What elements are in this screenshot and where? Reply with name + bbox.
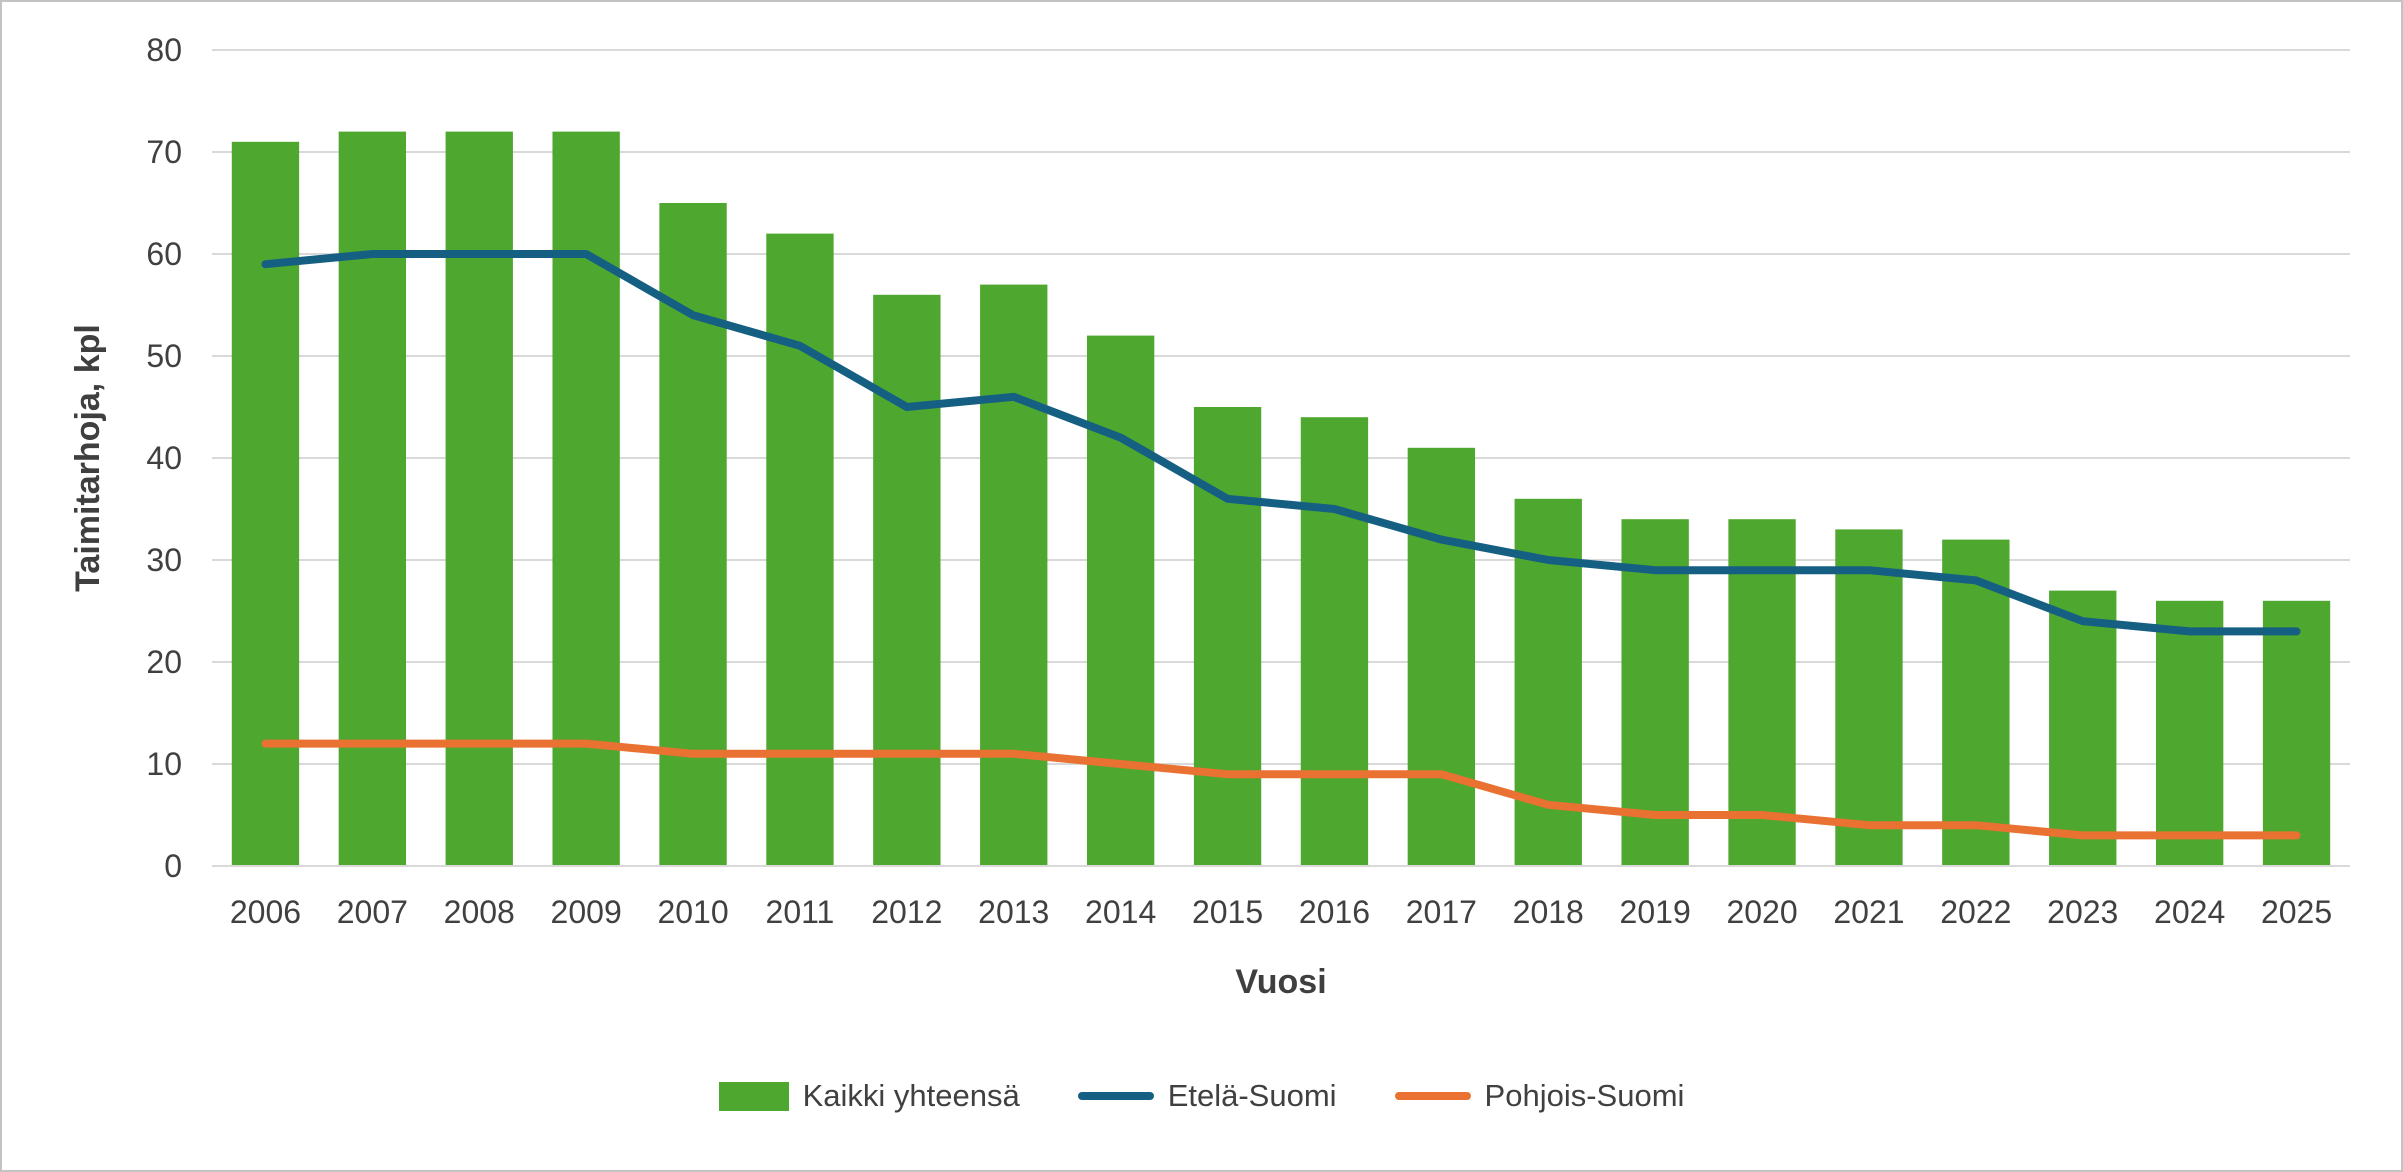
bar-2024 <box>2155 600 2224 866</box>
y-tick-label: 30 <box>146 542 182 578</box>
legend-item: Etelä-Suomi <box>1077 1078 1337 1114</box>
legend-item: Pohjois-Suomi <box>1394 1078 1685 1114</box>
legend-label: Etelä-Suomi <box>1167 1078 1337 1113</box>
x-tick-label: 2006 <box>230 894 301 930</box>
bar-2015 <box>1193 407 1262 866</box>
y-tick-label: 40 <box>146 440 182 476</box>
bar-2007 <box>338 131 407 867</box>
x-tick-label: 2007 <box>337 894 408 930</box>
y-tick-label: 0 <box>164 848 182 884</box>
x-tick-label: 2009 <box>551 894 622 930</box>
x-tick-label: 2020 <box>1726 894 1797 930</box>
y-tick-label: 10 <box>146 746 182 782</box>
line-series <box>261 250 2301 636</box>
x-tick-label: 2024 <box>2154 894 2225 930</box>
x-tick-label: 2025 <box>2261 894 2332 930</box>
y-axis-title: Taimitarhoja, kpl <box>69 324 107 592</box>
y-tick-label: 50 <box>146 338 182 374</box>
bar-2008 <box>445 131 513 867</box>
bar-2016 <box>1300 417 1369 866</box>
bar-2017 <box>1407 447 1476 866</box>
y-tick-label: 80 <box>146 32 182 68</box>
x-tick-label: 2008 <box>444 894 515 930</box>
x-tick-label: 2016 <box>1299 894 1370 930</box>
x-tick-label: 2013 <box>978 894 1049 930</box>
x-tick-label: 2022 <box>1940 894 2011 930</box>
legend-label: Pohjois-Suomi <box>1484 1078 1685 1113</box>
bar-series-layer <box>231 131 2331 867</box>
x-tick-label: 2021 <box>1833 894 1904 930</box>
x-tick-label: 2010 <box>657 894 728 930</box>
bar-2009 <box>552 131 620 867</box>
bar-2011 <box>766 233 834 867</box>
y-tick-label: 20 <box>146 644 182 680</box>
legend: Kaikki yhteensä Etelä-Suomi Pohjois-Suomi <box>2 1078 2401 1114</box>
tick-label-layer: 0 10 20 30 40 50 60 70 80 2006 2007 2008 2009 2010 201… <box>146 32 2332 930</box>
x-tick-label: 2015 <box>1192 894 1263 930</box>
x-tick-label: 2019 <box>1620 894 1691 930</box>
legend-label: Kaikki yhteensä <box>802 1078 1020 1113</box>
bar-2021 <box>1835 529 1903 866</box>
y-tick-label: 70 <box>146 134 182 170</box>
legend-bar-swatch <box>718 1081 789 1111</box>
bar-2006 <box>231 141 300 867</box>
line-series <box>261 739 2301 840</box>
bar-2014 <box>1086 335 1155 867</box>
x-tick-label: 2014 <box>1085 894 1156 930</box>
x-tick-label: 2012 <box>871 894 942 930</box>
x-tick-label: 2023 <box>2047 894 2118 930</box>
x-tick-label: 2017 <box>1406 894 1477 930</box>
bar-2023 <box>2049 590 2117 866</box>
y-tick-label: 60 <box>146 236 182 272</box>
x-axis-title: Vuosi <box>1235 963 1326 1001</box>
line-series-layer <box>261 250 2301 840</box>
x-tick-label: 2018 <box>1513 894 1584 930</box>
bar-2025 <box>2262 600 2331 866</box>
bar-2013 <box>980 284 1048 867</box>
bar-2019 <box>1621 519 1689 866</box>
legend-item: Kaikki yhteensä <box>718 1078 1020 1114</box>
legend-line-swatch <box>1394 1092 1471 1100</box>
legend-line-swatch <box>1077 1092 1154 1100</box>
bar-2022 <box>1942 539 2010 866</box>
x-tick-label: 2011 <box>766 894 835 930</box>
bar-2020 <box>1728 519 1796 866</box>
chart-canvas: 0 10 20 30 40 50 60 70 80 2006 2007 2008 2009 2010 201… <box>69 32 2350 1001</box>
bar-2012 <box>873 294 941 866</box>
